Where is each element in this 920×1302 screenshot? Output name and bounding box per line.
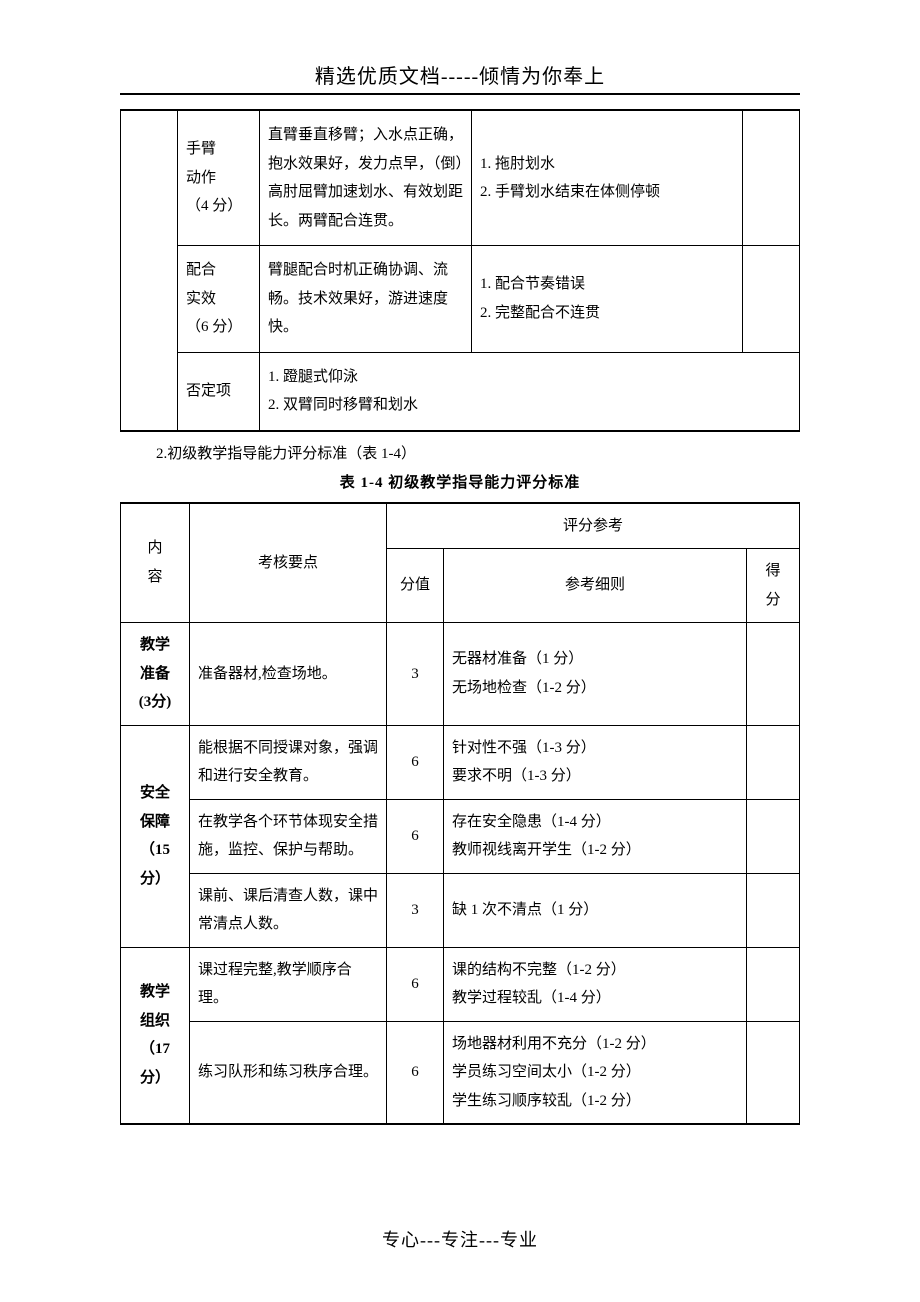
t2-cell-detail: 缺 1 次不清点（1 分） [444,873,747,947]
section-caption: 2.初级教学指导能力评分标准（表 1-4） [156,442,800,463]
page-header: 精选优质文档-----倾情为你奉上 [120,60,800,89]
t2-cell-got [747,947,800,1021]
document-page: 精选优质文档-----倾情为你奉上 手臂 动作 （4 分） 直臂垂直移臂；入水点… [0,0,920,1302]
t2-group-label: 教学 组织 （17 分） [121,947,190,1124]
t2-cell-essentials: 课前、课后清查人数，课中常清点人数。 [190,873,387,947]
t1-row-label: 配合 实效 （6 分） [178,246,260,353]
t2-cell-detail: 针对性不强（1-3 分） 要求不明（1-3 分） [444,725,747,799]
t2-cell-score: 3 [387,873,444,947]
t1-row-desc: 直臂垂直移臂；入水点正确，抱水效果好，发力点早，（倒）高肘屈臂加速划水、有效划距… [260,110,472,246]
t2-cell-detail: 场地器材利用不充分（1-2 分） 学员练习空间太小（1-2 分） 学生练习顺序较… [444,1021,747,1124]
t2-group-label: 教学 准备 (3分) [121,623,190,726]
t2-cell-detail: 存在安全隐患（1-4 分） 教师视线离开学生（1-2 分） [444,799,747,873]
t2-head-got: 得 分 [747,549,800,623]
t2-cell-essentials: 练习队形和练习秩序合理。 [190,1021,387,1124]
t2-cell-essentials: 在教学各个环节体现安全措施，监控、保护与帮助。 [190,799,387,873]
t1-row-ref: 1. 拖肘划水 2. 手臂划水结束在体侧停顿 [472,110,743,246]
t2-cell-got [747,799,800,873]
table1-spacer [121,110,178,431]
evaluation-table-swim: 手臂 动作 （4 分） 直臂垂直移臂；入水点正确，抱水效果好，发力点早，（倒）高… [120,109,800,432]
t2-head-content: 内 容 [121,503,190,623]
t1-row-label: 手臂 动作 （4 分） [178,110,260,246]
t2-head-essentials: 考核要点 [190,503,387,623]
t2-cell-score: 6 [387,725,444,799]
t2-cell-got [747,623,800,726]
t1-row-label: 否定项 [178,352,260,431]
t2-cell-essentials: 课过程完整,教学顺序合理。 [190,947,387,1021]
t2-cell-got [747,725,800,799]
t2-cell-detail: 无器材准备（1 分） 无场地检查（1-2 分） [444,623,747,726]
t2-head-ref-group: 评分参考 [387,503,800,549]
t2-group-label: 安全 保障 （15 分） [121,725,190,947]
t2-cell-score: 6 [387,799,444,873]
page-footer: 专心---专注---专业 [0,1226,920,1252]
t2-cell-got [747,873,800,947]
t2-cell-essentials: 能根据不同授课对象，强调和进行安全教育。 [190,725,387,799]
header-divider [120,93,800,95]
t2-cell-detail: 课的结构不完整（1-2 分） 教学过程较乱（1-4 分） [444,947,747,1021]
t2-head-score: 分值 [387,549,444,623]
t2-cell-essentials: 准备器材,检查场地。 [190,623,387,726]
t1-row-score [743,110,800,246]
t2-cell-score: 3 [387,623,444,726]
t1-row-desc: 臂腿配合时机正确协调、流畅。技术效果好，游进速度快。 [260,246,472,353]
t2-cell-score: 6 [387,947,444,1021]
t1-row-desc: 1. 蹬腿式仰泳 2. 双臂同时移臂和划水 [260,352,800,431]
teaching-ability-table: 内 容 考核要点 评分参考 分值 参考细则 得 分 教学 准备 (3分) 准备器… [120,502,800,1126]
table2-title: 表 1-4 初级教学指导能力评分标准 [120,471,800,492]
t2-head-detail: 参考细则 [444,549,747,623]
t1-row-ref: 1. 配合节奏错误 2. 完整配合不连贯 [472,246,743,353]
t1-row-score [743,246,800,353]
t2-cell-got [747,1021,800,1124]
t2-cell-score: 6 [387,1021,444,1124]
